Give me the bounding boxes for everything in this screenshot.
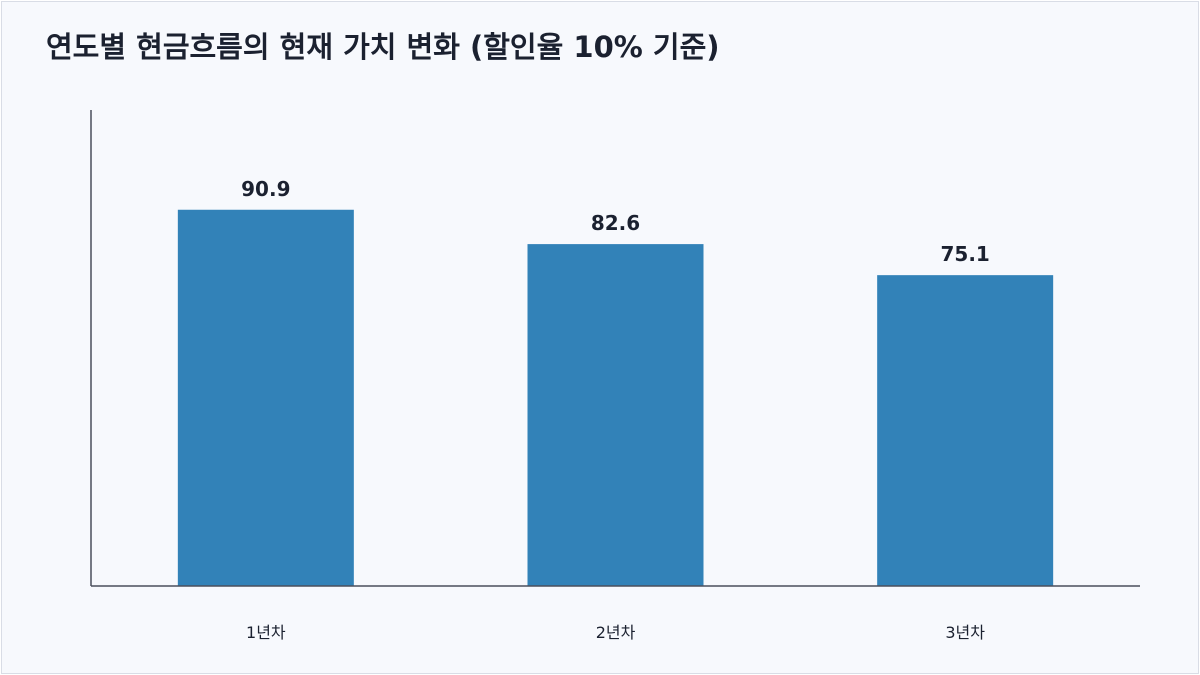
x-tick-label-3: 3년차 — [945, 623, 985, 642]
value-label-2: 82.6 — [591, 211, 640, 235]
x-tick-label-2: 2년차 — [596, 623, 636, 642]
x-tick-label-1: 1년차 — [246, 623, 286, 642]
bar-3 — [877, 275, 1054, 586]
bar-1 — [177, 209, 354, 586]
bar-2 — [527, 244, 704, 586]
bars-group — [177, 209, 1054, 586]
value-label-3: 75.1 — [940, 242, 989, 266]
x-tick-labels-group: 1년차 2년차 3년차 — [246, 623, 985, 642]
chart-title: 연도별 현금흐름의 현재 가치 변화 (할인율 10% 기준) — [46, 30, 720, 64]
value-label-1: 90.9 — [241, 177, 290, 201]
value-labels-group: 90.9 82.6 75.1 — [241, 177, 990, 266]
